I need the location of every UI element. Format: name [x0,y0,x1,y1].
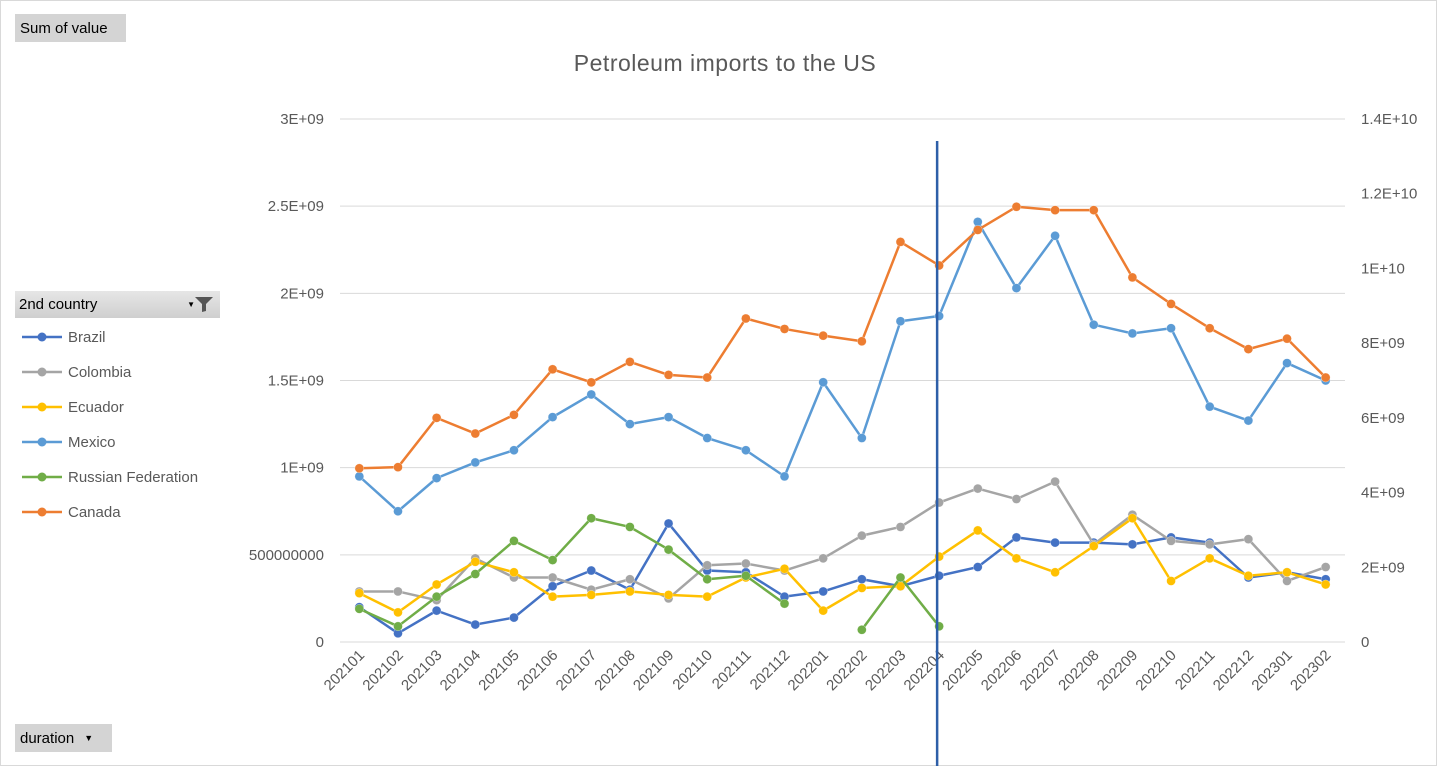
legend-item[interactable]: Ecuador [20,397,124,417]
chevron-down-icon[interactable]: ▼ [84,733,94,743]
sum-of-value-field-button[interactable]: Sum of value [15,14,126,42]
legend-label: Colombia [68,363,132,381]
legend-marker [22,437,62,447]
values-field-label: Sum of value [20,19,108,37]
legend-label: Canada [68,503,121,521]
legend-label: Brazil [68,328,106,346]
legend-label: Mexico [68,433,116,451]
axis-field-label: duration [20,729,75,747]
legend-item[interactable]: Russian Federation [20,467,198,487]
legend-item[interactable]: Mexico [20,432,116,452]
legend-marker [22,472,62,482]
legend-marker [22,507,62,517]
legend-item[interactable]: Brazil [20,327,106,347]
legend-field-button[interactable]: 2nd country ▼ [15,291,220,318]
legend-item[interactable]: Canada [20,502,121,522]
legend-label: Russian Federation [68,468,199,486]
duration-field-button[interactable]: duration ▼ [15,724,112,752]
legend-marker [22,332,62,342]
filter-icon[interactable] [194,296,214,317]
legend-item[interactable]: Colombia [20,362,131,382]
legend-field-label: 2nd country [19,296,98,313]
legend-marker [22,402,62,412]
legend-label: Ecuador [68,398,124,416]
dropdown-arrow-icon[interactable]: ▼ [187,300,195,309]
legend-marker [22,367,62,377]
